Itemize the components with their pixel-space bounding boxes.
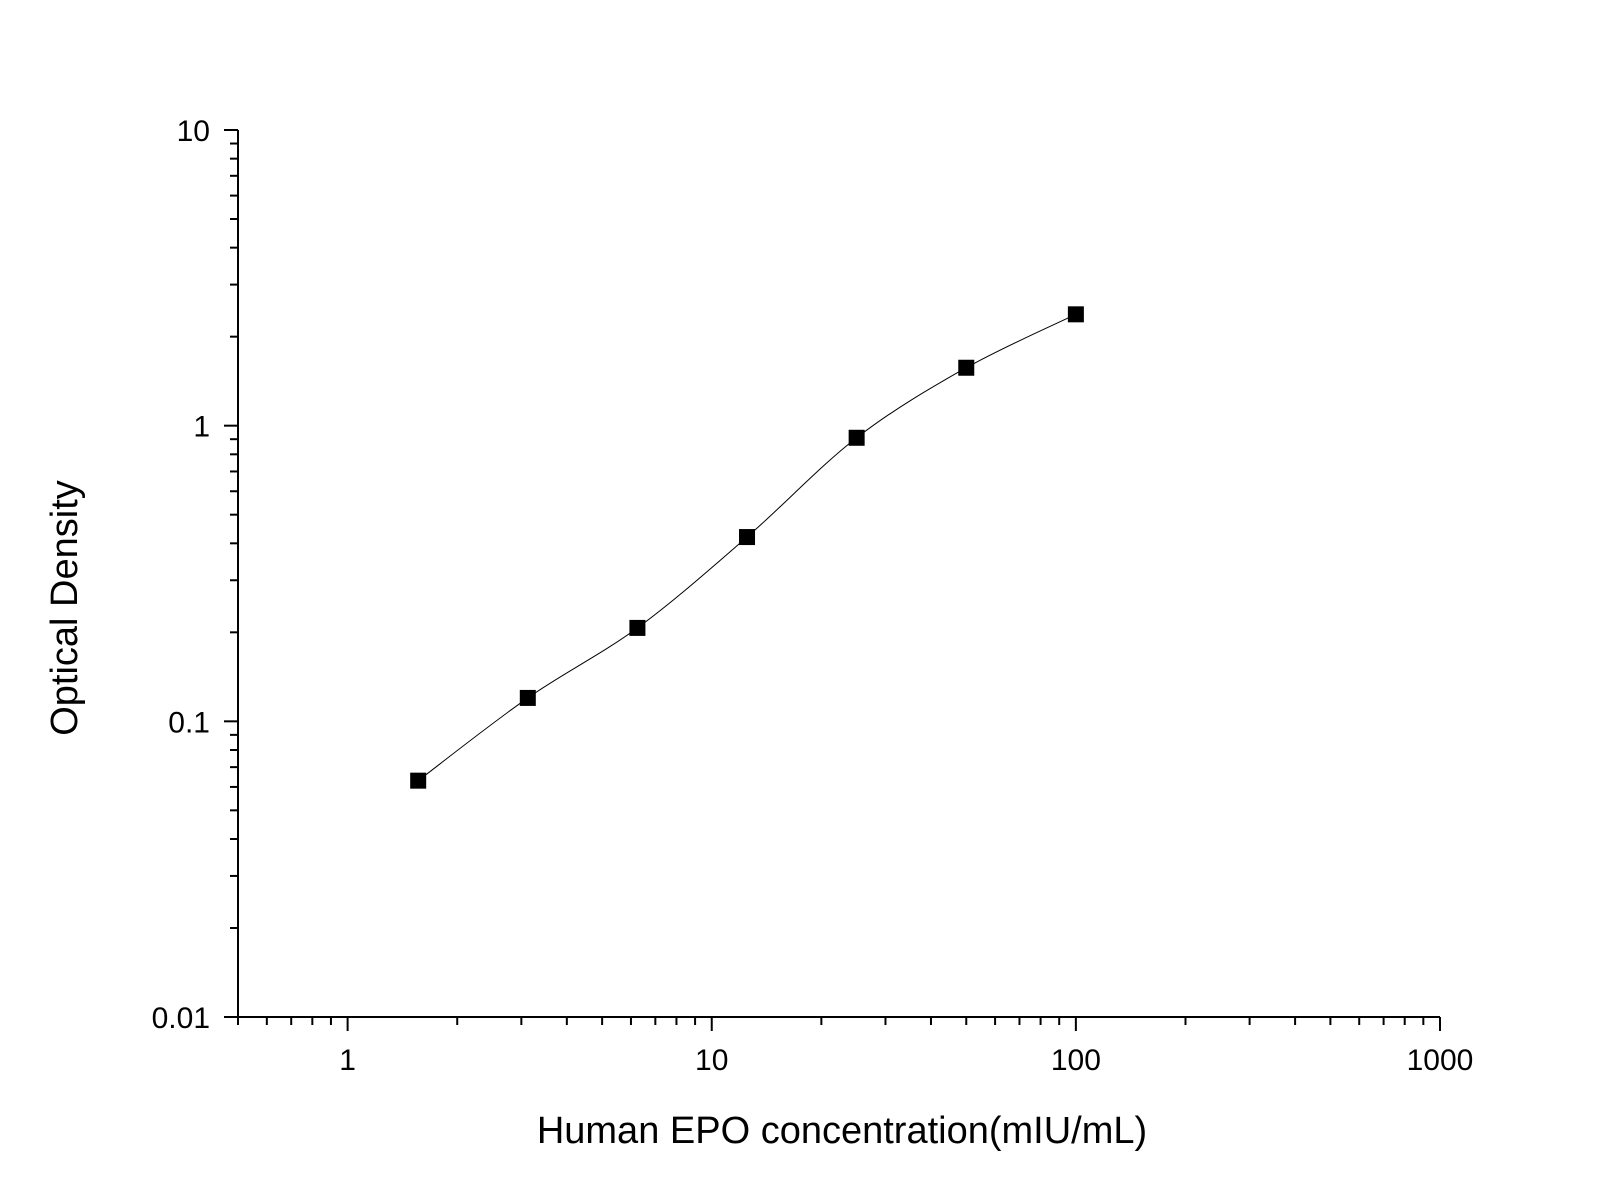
data-point — [739, 529, 756, 546]
data-point — [848, 429, 865, 446]
data-point — [958, 359, 975, 376]
y-axis-title: Optical Density — [44, 480, 86, 736]
x-tick-label: 1000 — [1407, 1044, 1474, 1077]
y-tick-label: 0.01 — [152, 1002, 210, 1035]
y-tick-label: 1 — [193, 411, 210, 444]
data-point — [410, 772, 427, 789]
x-tick-label: 10 — [695, 1044, 728, 1077]
data-point — [519, 689, 536, 706]
ticks — [224, 129, 1441, 1031]
x-axis-title: Human EPO concentration(mIU/mL) — [537, 1110, 1147, 1152]
x-tick-label: 1 — [339, 1044, 356, 1077]
data-point — [629, 619, 646, 636]
data-points — [410, 306, 1084, 789]
axes — [237, 130, 1440, 1018]
fit-curve — [417, 313, 1077, 782]
tick-labels: 0.01 0.1 1 10 1 10 100 1000 — [152, 115, 1474, 1077]
y-tick-label: 10 — [177, 115, 210, 148]
data-point — [1067, 306, 1084, 323]
y-tick-label: 0.1 — [168, 706, 210, 739]
x-tick-label: 100 — [1051, 1044, 1101, 1077]
